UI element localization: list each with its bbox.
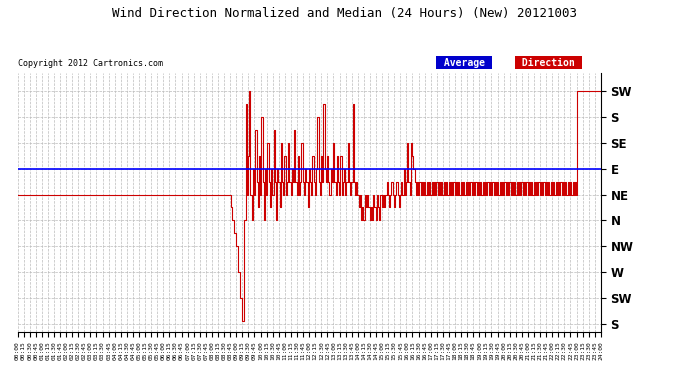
Text: Wind Direction Normalized and Median (24 Hours) (New) 20121003: Wind Direction Normalized and Median (24… bbox=[112, 8, 578, 21]
Text: Average: Average bbox=[437, 58, 491, 68]
Text: Direction: Direction bbox=[516, 58, 581, 68]
Text: Copyright 2012 Cartronics.com: Copyright 2012 Cartronics.com bbox=[17, 59, 163, 68]
